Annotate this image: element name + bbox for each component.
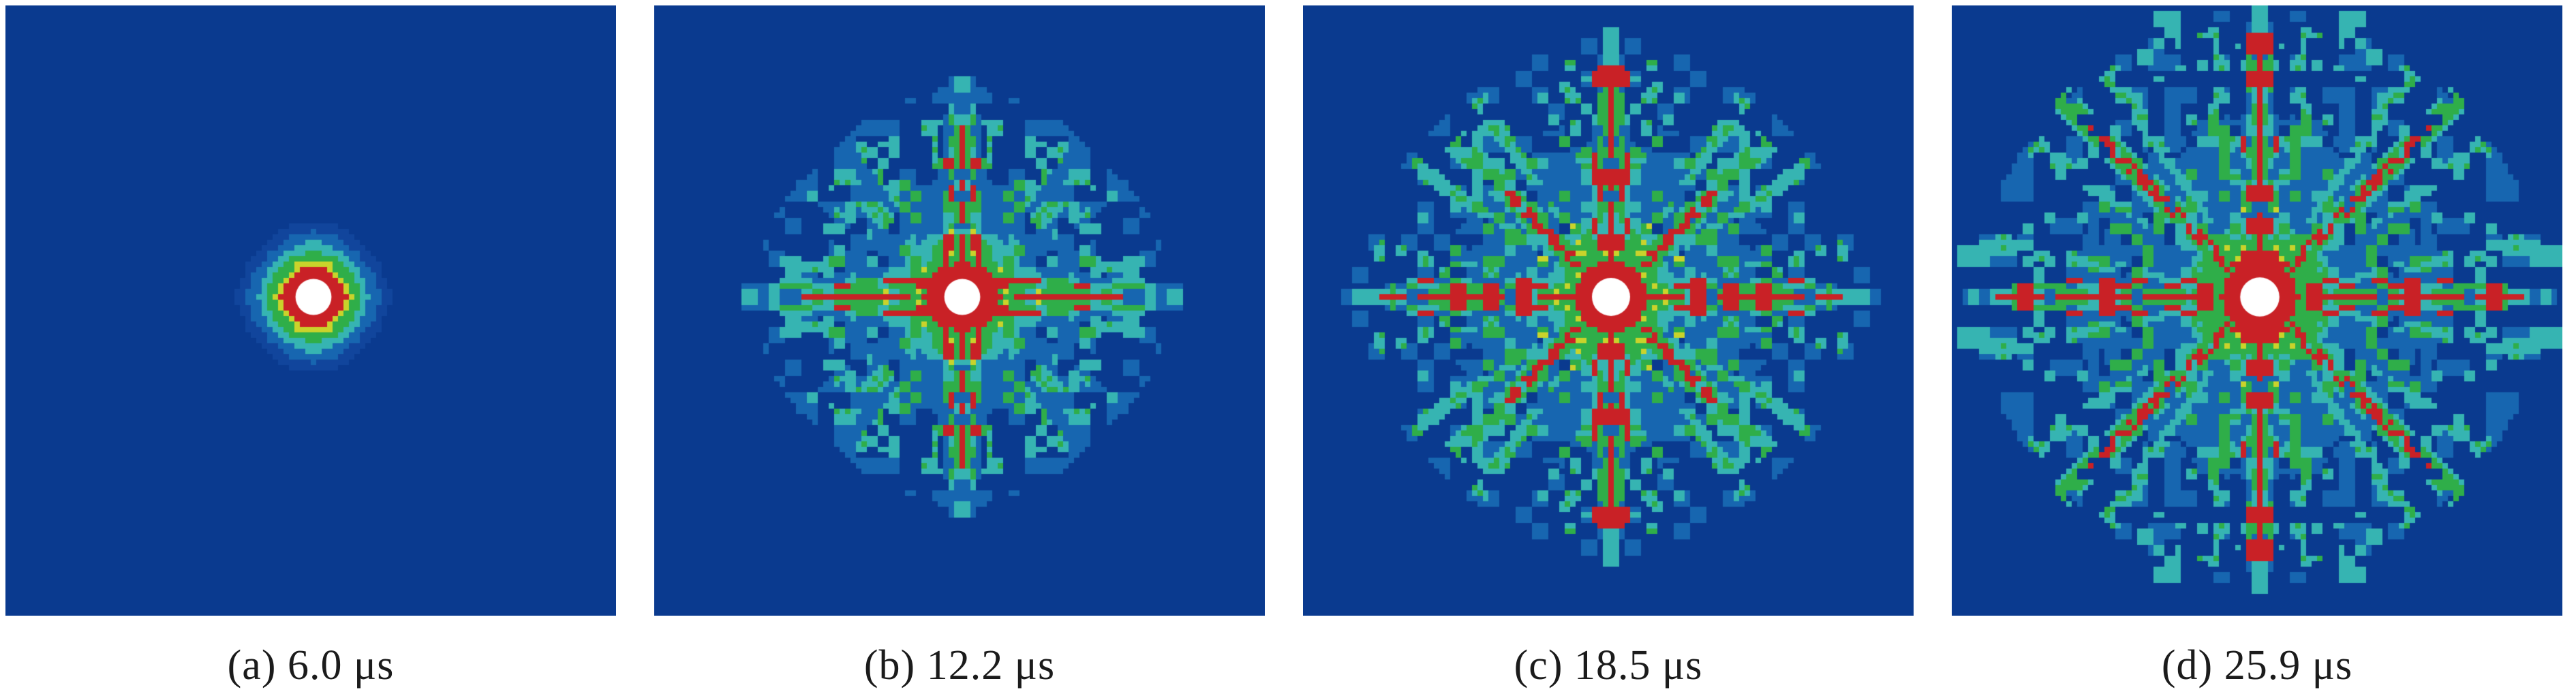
simulation-heatmap-d	[1952, 5, 2562, 616]
panel-a: (a) 6.0 μs	[5, 5, 616, 690]
simulation-heatmap-c	[1303, 5, 1914, 616]
panel-d: (d) 25.9 μs	[1952, 5, 2562, 690]
panel-d-caption: (d) 25.9 μs	[2161, 642, 2353, 689]
simulation-heatmap-b	[654, 5, 1265, 616]
panel-c: (c) 18.5 μs	[1303, 5, 1914, 690]
panel-b: (b) 12.2 μs	[654, 5, 1265, 690]
panel-a-caption: (a) 6.0 μs	[227, 642, 395, 689]
simulation-heatmap-a	[5, 5, 616, 616]
panel-c-caption: (c) 18.5 μs	[1514, 642, 1703, 689]
panel-b-caption: (b) 12.2 μs	[863, 642, 1056, 689]
